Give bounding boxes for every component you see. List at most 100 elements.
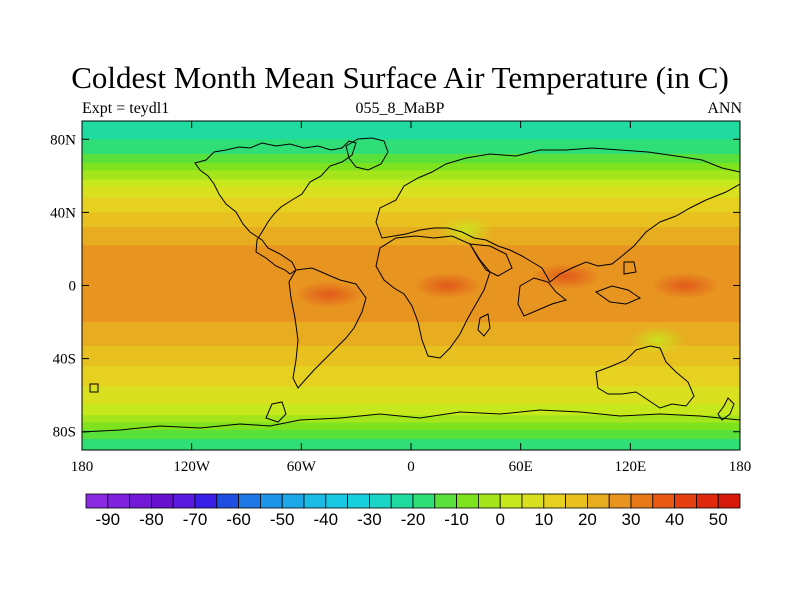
temperature-band (82, 311, 740, 314)
y-tick-label: 40N (50, 205, 76, 221)
temperature-band (82, 214, 740, 217)
temperature-band (82, 139, 740, 142)
colorbar-box (565, 493, 588, 509)
plot-title: Coldest Month Mean Surface Air Temperatu… (71, 60, 729, 95)
temperature-band (82, 263, 740, 266)
colorbar-label: -90 (96, 510, 121, 529)
temperature-band (82, 265, 740, 268)
temperature-band (82, 267, 740, 270)
colorbar-label: -10 (444, 510, 469, 529)
coastline-australia (595, 345, 695, 409)
temperature-band (82, 157, 740, 160)
temperature-band (82, 411, 740, 415)
temperature-band (82, 424, 740, 427)
temperature-band (82, 433, 740, 436)
temperature-band (82, 270, 740, 274)
colorbar-box (238, 493, 261, 509)
temperature-band (82, 201, 740, 204)
temperature-band (82, 269, 740, 272)
temperature-band (82, 415, 740, 418)
x-tick-label: 120E (614, 459, 646, 475)
x-tick-label: 180 (729, 459, 752, 475)
colorbar-box (368, 493, 392, 509)
temperature-band (82, 435, 740, 438)
colorbar-label: -20 (401, 510, 426, 529)
temperature-band (82, 387, 740, 391)
temperature-band (82, 353, 740, 356)
coastline-eurasia (375, 147, 740, 283)
coastline-antarctic-peninsula (265, 401, 287, 423)
temperature-band (82, 307, 740, 310)
temperature-band (82, 248, 740, 252)
temperature-band (82, 227, 740, 230)
coastline-new-zealand (717, 397, 735, 421)
colorbar-label: -60 (226, 510, 251, 529)
y-tick-label: 80N (50, 132, 76, 148)
temperature-band (82, 237, 740, 241)
colorbar-box (390, 493, 414, 509)
temperature-band (82, 228, 740, 232)
temperature-band (82, 290, 740, 294)
colorbar-label: 0 (495, 510, 504, 529)
temperature-band (82, 404, 740, 407)
temperature-band (82, 280, 740, 283)
temperature-band (82, 155, 740, 159)
temperature-band (82, 331, 740, 334)
colorbar (85, 493, 741, 509)
temperature-band (82, 325, 740, 329)
temperature-band (82, 292, 740, 296)
colorbar-box (412, 493, 436, 509)
temperature-band (82, 398, 740, 402)
temperature-band (82, 338, 740, 341)
temperature-band (82, 417, 740, 420)
temperature-band (82, 322, 740, 325)
temperature-band (82, 247, 740, 250)
y-tick-label: 0 (69, 279, 77, 295)
temperature-band (82, 252, 740, 256)
temperature-band (82, 130, 740, 133)
colorbar-box (499, 493, 523, 509)
temperature-band (82, 232, 740, 235)
temperature-band (82, 166, 740, 170)
temperature-band (82, 287, 740, 290)
temperature-band (82, 314, 740, 318)
warm-spot (294, 281, 363, 308)
coastline-japan (623, 261, 637, 275)
temperature-band (82, 373, 740, 376)
coastline-north-america (194, 140, 357, 275)
temperature-band (82, 376, 740, 380)
coastline-africa (375, 235, 491, 359)
temperature-band (82, 210, 740, 213)
temperature-band (82, 406, 740, 409)
temperature-band (82, 274, 740, 277)
temperature-band (82, 356, 740, 360)
temperature-band (82, 230, 740, 234)
colorbar-box (259, 493, 283, 509)
temperature-band (82, 371, 740, 374)
temperature-band (82, 329, 740, 332)
temperature-band (82, 364, 740, 367)
temperature-band (82, 219, 740, 223)
colorbar-box (85, 493, 109, 509)
cool-spot (629, 326, 686, 355)
temperature-band (82, 142, 740, 146)
colorbar-box (303, 493, 327, 509)
temperature-band (82, 327, 740, 330)
colorbar-box (281, 493, 305, 509)
temperature-band (82, 375, 740, 378)
coastline-madagascar (477, 313, 491, 337)
temperature-band (82, 221, 740, 224)
colorbar-box (696, 493, 719, 509)
colorbar-box (456, 493, 479, 509)
temperature-band (82, 245, 740, 248)
temperature-band (82, 175, 740, 179)
colorbar-label: -70 (183, 510, 208, 529)
temperature-band (82, 276, 740, 279)
temperature-field (82, 121, 740, 450)
temperature-band (82, 300, 740, 303)
temperature-band (82, 301, 740, 305)
coastline-indonesia (517, 277, 568, 317)
temperature-band (82, 256, 740, 259)
temperature-band (82, 205, 740, 208)
temperature-band (82, 199, 740, 203)
